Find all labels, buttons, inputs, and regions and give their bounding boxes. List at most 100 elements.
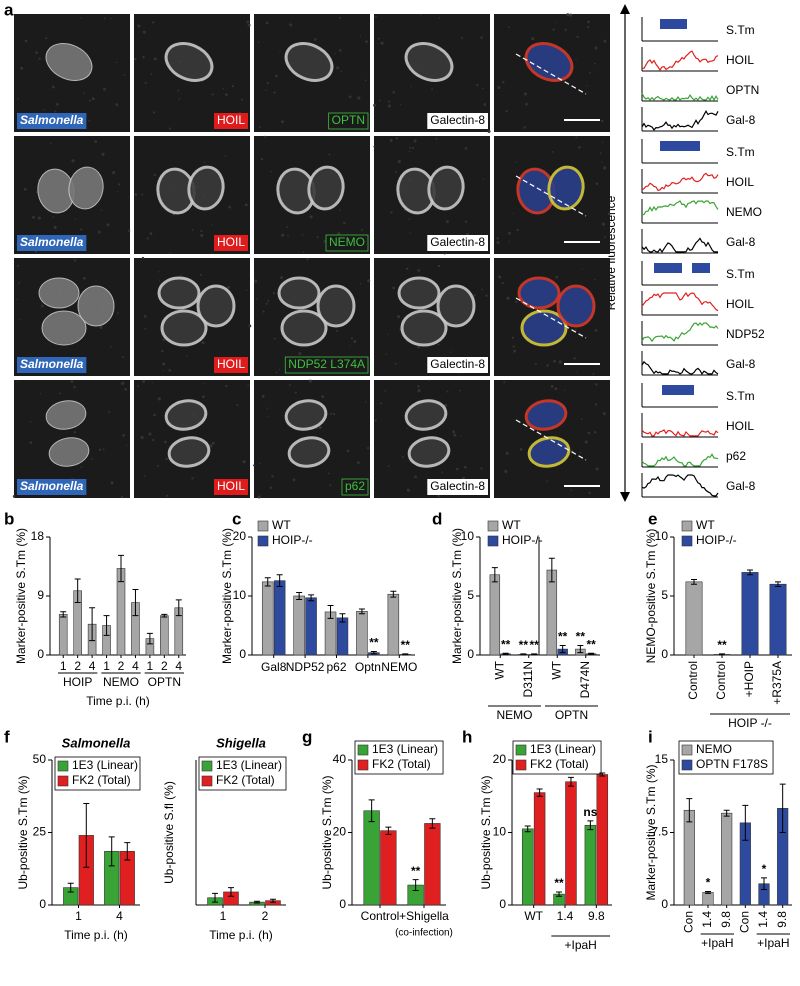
speckle — [261, 394, 265, 398]
speckle — [161, 349, 164, 353]
speckle — [52, 216, 55, 218]
speckle — [408, 150, 411, 153]
speckle — [394, 362, 397, 365]
bar — [293, 595, 305, 656]
profile-label: S.Tm — [726, 389, 755, 403]
speckle — [587, 25, 590, 29]
y-tick-label: 0 — [467, 647, 474, 661]
speckle — [265, 21, 269, 25]
speckle — [361, 228, 364, 231]
profile-label: S.Tm — [726, 23, 755, 37]
bar — [683, 809, 695, 906]
image-label: Galectin-8 — [430, 479, 485, 493]
speckle — [392, 91, 396, 94]
profile-label: Gal-8 — [726, 113, 756, 127]
speckle — [269, 486, 273, 489]
image-label-box — [427, 479, 488, 495]
speckle — [480, 467, 483, 470]
panel-letter: b — [4, 509, 14, 528]
y-axis-label: Marker-positive S.Tm (%) — [220, 528, 234, 664]
profile-trace — [641, 429, 719, 437]
speckle — [157, 270, 160, 273]
x-tick-label: 4 — [116, 909, 123, 923]
speckle — [202, 382, 205, 384]
speckle — [387, 104, 392, 108]
image-label-box — [213, 357, 248, 373]
category-note: (co-infection) — [395, 928, 453, 939]
speckle — [153, 57, 157, 61]
significance: ** — [369, 636, 379, 650]
error-bar — [161, 613, 168, 618]
image-label: HOIL — [217, 357, 245, 371]
error-bar — [686, 798, 693, 823]
speckle — [570, 489, 573, 492]
y-tick-label: 10 — [655, 529, 669, 543]
error-bar — [276, 574, 283, 588]
speckle — [379, 99, 382, 102]
speckle — [584, 440, 588, 444]
speckle — [384, 390, 387, 392]
speckle — [390, 211, 393, 214]
speckle — [601, 222, 606, 226]
image-label-box — [341, 478, 369, 496]
speckle — [29, 421, 32, 423]
speckle — [17, 264, 20, 267]
image-label-box — [427, 357, 488, 373]
y-tick-label: 10 — [233, 588, 247, 602]
speckle — [564, 28, 567, 32]
speckle — [168, 127, 172, 130]
speckle — [115, 61, 118, 64]
image-label: OPTN — [332, 113, 365, 127]
error-bar — [548, 557, 555, 583]
speckle — [153, 413, 156, 417]
profile-label: Gal-8 — [726, 479, 756, 493]
salmonella-extent — [660, 19, 687, 29]
y-tick-label: 10 — [493, 825, 507, 839]
legend-swatch — [487, 535, 499, 547]
significance: ** — [558, 630, 568, 644]
speckle — [253, 464, 256, 467]
speckle — [106, 223, 110, 227]
speckle — [83, 92, 85, 95]
panel-letter: i — [648, 727, 653, 746]
bacterium — [48, 437, 90, 467]
speckle — [127, 229, 131, 232]
group-label: OPTN — [148, 675, 181, 689]
profile-trace — [641, 93, 719, 102]
speckle — [513, 349, 517, 353]
speckle — [417, 385, 420, 388]
bacterium — [407, 436, 451, 468]
legend-swatch — [515, 759, 527, 771]
speckle — [37, 216, 41, 220]
speckle — [80, 17, 82, 19]
speckle — [602, 412, 606, 416]
speckle — [19, 319, 21, 321]
speckle — [272, 292, 276, 295]
legend-swatch — [257, 535, 269, 547]
speckle — [259, 462, 261, 465]
y-axis-label: Marker-positive S.Tm (%) — [14, 528, 28, 664]
speckle — [602, 166, 607, 170]
x-tick-label: 1.4 — [756, 911, 770, 928]
speckle — [505, 451, 509, 455]
bacterium — [277, 276, 321, 310]
bacterium — [404, 42, 454, 82]
profile-label: S.Tm — [726, 267, 755, 281]
group-label: OPTN — [555, 708, 588, 722]
speckle — [512, 345, 515, 348]
speckle — [224, 155, 227, 157]
speckle — [259, 126, 261, 129]
profile-label: HOIL — [726, 53, 754, 67]
error-bar — [429, 818, 436, 829]
speckle — [301, 234, 304, 236]
bacterium — [517, 276, 561, 310]
legend-swatch — [357, 759, 369, 771]
speckle — [142, 380, 146, 383]
profile-trace — [641, 291, 719, 312]
speckle — [209, 444, 213, 448]
speckle — [546, 364, 549, 367]
speckle — [294, 391, 297, 394]
speckle — [246, 289, 248, 291]
bacterium — [164, 399, 208, 431]
group-label: +IpaH — [757, 936, 789, 950]
